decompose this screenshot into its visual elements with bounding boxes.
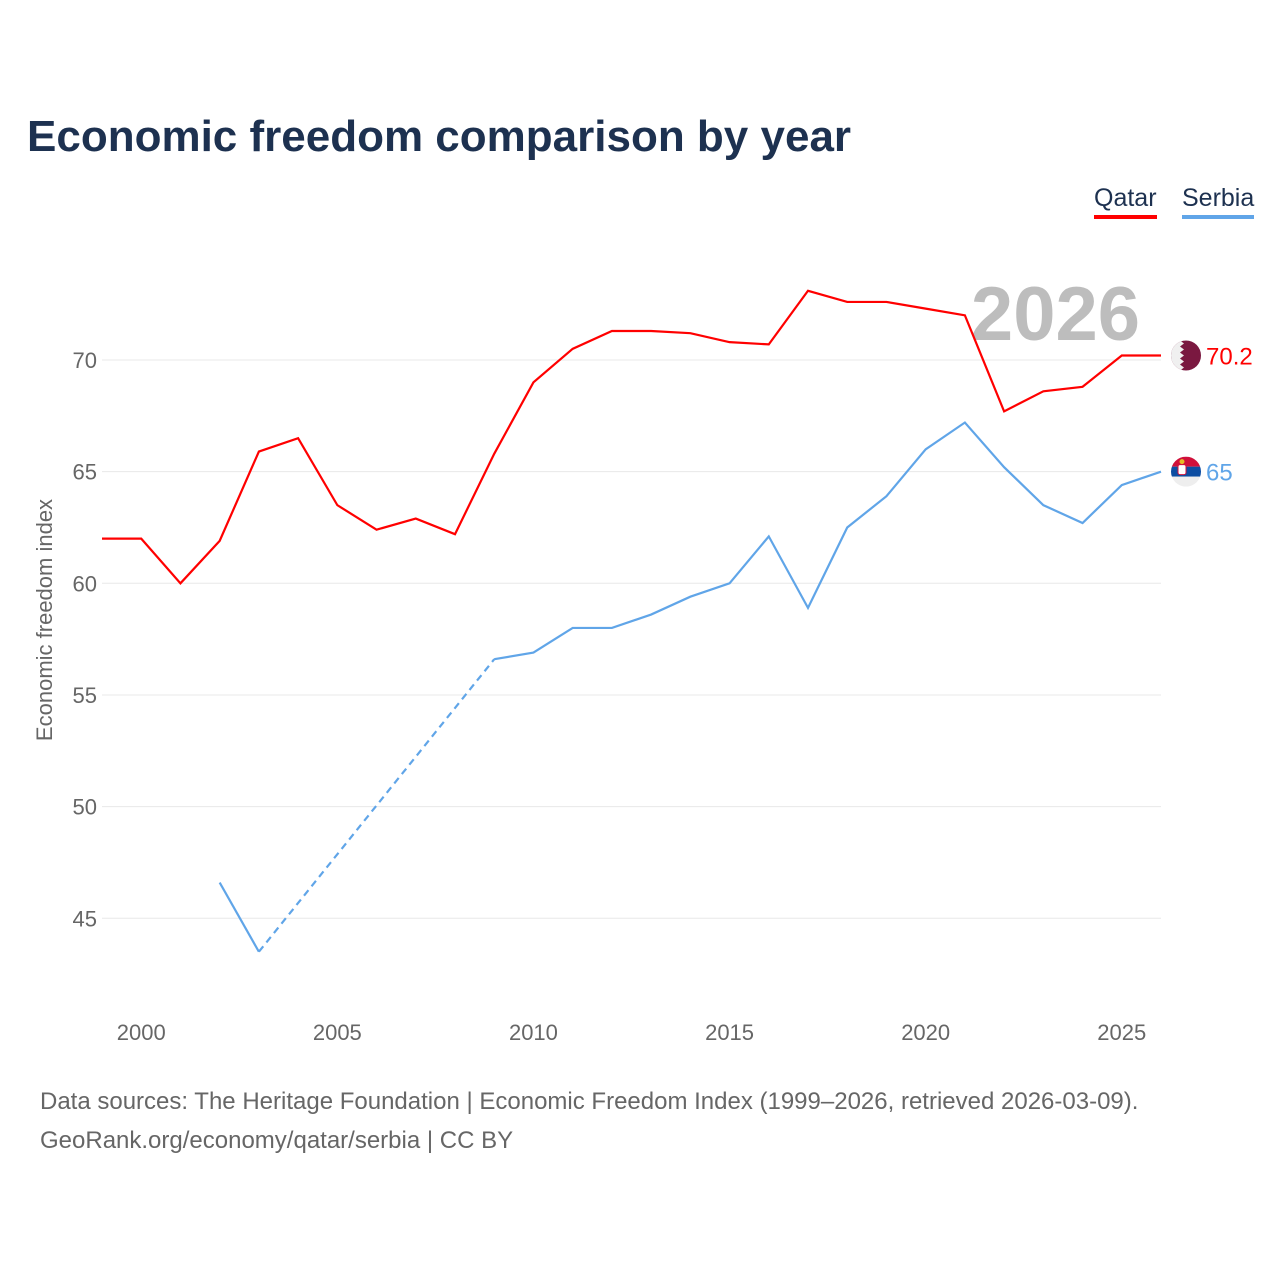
x-tick-label: 2010 bbox=[509, 1020, 558, 1045]
x-tick-label: 2005 bbox=[313, 1020, 362, 1045]
y-tick-label: 50 bbox=[73, 795, 97, 820]
x-tick-label: 2025 bbox=[1097, 1020, 1146, 1045]
end-label-serbia: 65 bbox=[1206, 460, 1233, 487]
series-gap-serbia bbox=[258, 658, 496, 953]
series-line-serbia bbox=[218, 881, 260, 953]
x-tick-label: 2015 bbox=[705, 1020, 754, 1045]
serbia-flag-icon bbox=[1171, 456, 1201, 487]
legend-serbia[interactable]: Serbia bbox=[1182, 184, 1255, 219]
y-tick-label: 45 bbox=[73, 906, 97, 931]
series-line-qatar bbox=[102, 289, 1161, 585]
source-link[interactable]: GeoRank.org/economy/qatar/serbia | CC BY bbox=[40, 1127, 514, 1154]
y-axis-label: Economic freedom index bbox=[32, 499, 57, 741]
end-label-qatar: 70.2 bbox=[1206, 344, 1253, 371]
series-line-serbia bbox=[494, 421, 1162, 661]
year-watermark: 2026 bbox=[971, 272, 1140, 357]
source-note: Data sources: The Heritage Foundation | … bbox=[40, 1088, 1139, 1115]
y-tick-label: 60 bbox=[73, 571, 97, 596]
y-tick-label: 65 bbox=[73, 460, 97, 485]
legend-qatar[interactable]: Qatar bbox=[1094, 184, 1157, 219]
x-tick-label: 2020 bbox=[901, 1020, 950, 1045]
qatar-flag-icon bbox=[1171, 340, 1201, 371]
y-tick-label: 70 bbox=[73, 348, 97, 373]
chart-title: Economic freedom comparison by year bbox=[27, 112, 852, 161]
x-tick-label: 2000 bbox=[117, 1020, 166, 1045]
y-tick-label: 55 bbox=[73, 683, 97, 708]
